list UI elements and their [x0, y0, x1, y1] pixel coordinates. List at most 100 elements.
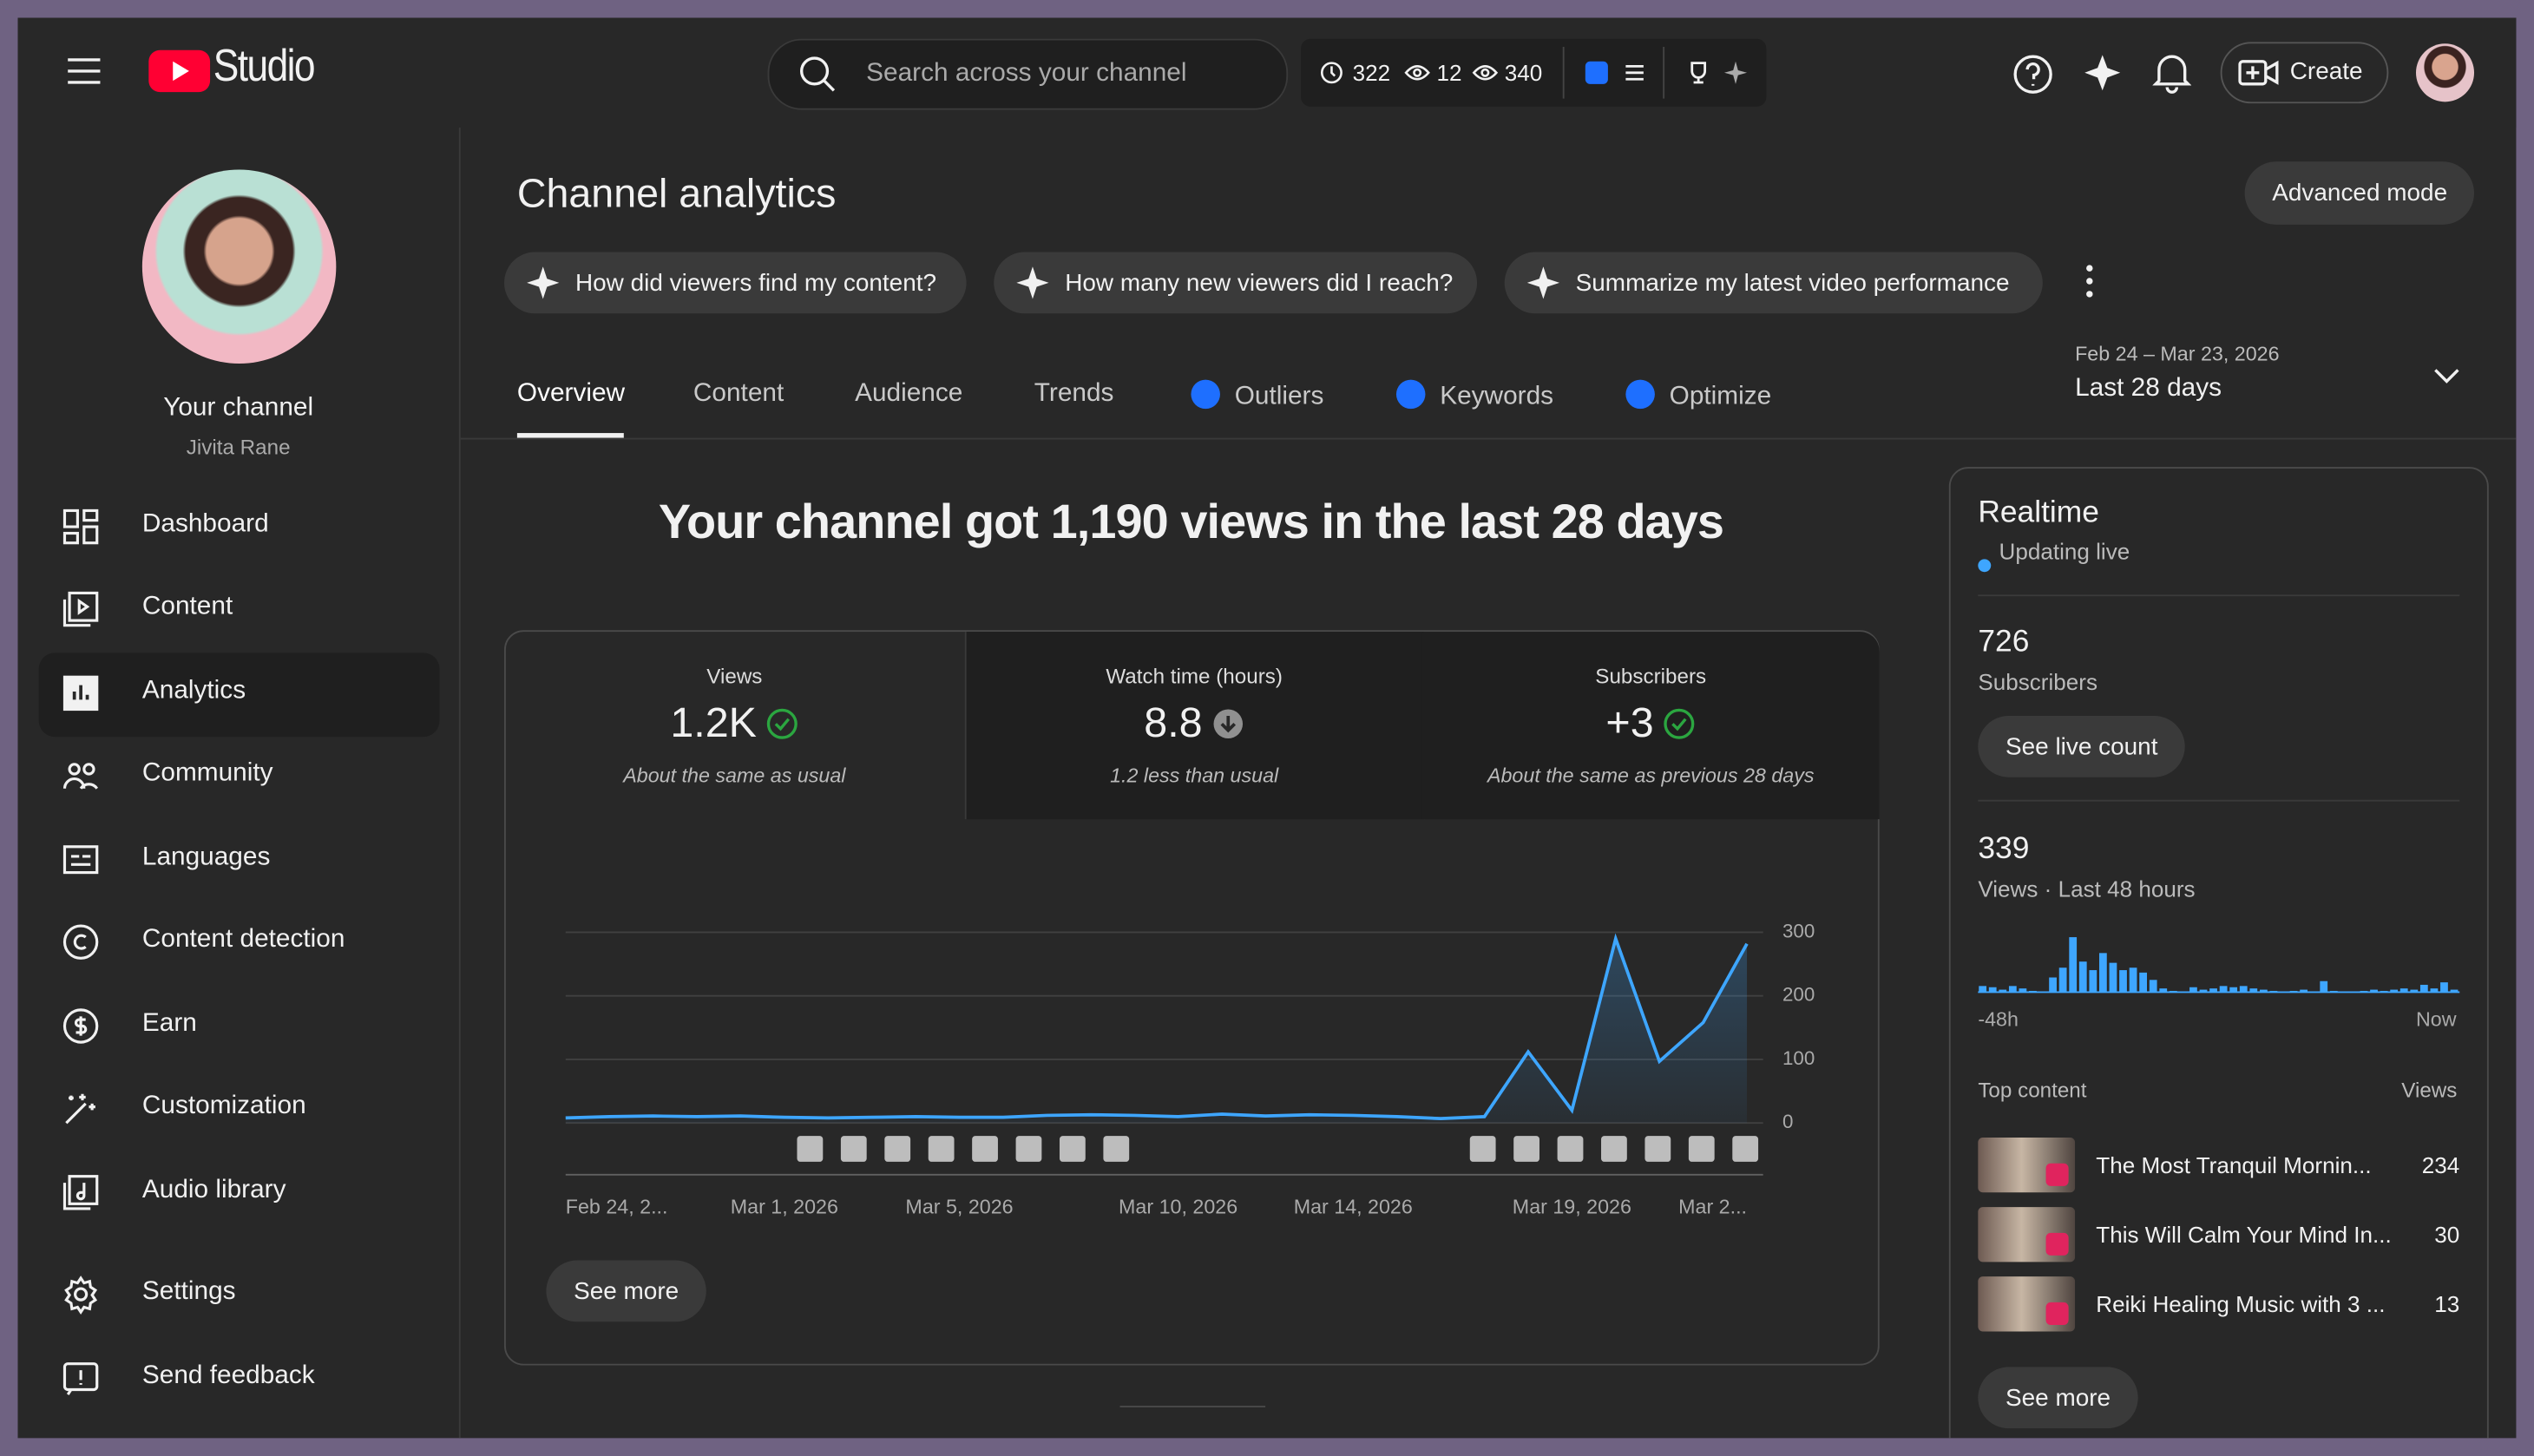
notifications-icon[interactable] [2152, 52, 2192, 94]
icon-part [62, 598, 91, 627]
iq-badge [1625, 379, 1655, 410]
eye-icon [1472, 65, 1499, 81]
hist-bar [2069, 937, 2078, 993]
account-avatar[interactable] [2415, 43, 2475, 102]
icon-part: +3 [1422, 698, 1880, 748]
top-content-row[interactable]: Reiki Healing Music with 3 ... 13 [1978, 1276, 2459, 1335]
suggestion-chip[interactable]: Summarize my latest video performance [1504, 252, 2043, 314]
nav-icon [62, 763, 99, 790]
tab[interactable]: Trends [1034, 380, 1114, 410]
metric-note: 1.2 less than usual [1110, 764, 1279, 787]
channel-avatar[interactable] [141, 169, 337, 364]
metric-note: About the same as previous 28 days [1487, 764, 1815, 787]
clock-icon [1320, 62, 1342, 84]
advanced-mode-button[interactable]: Advanced mode [2244, 161, 2475, 225]
x-tick-label: Mar 14, 2026 [1294, 1196, 1413, 1218]
subscriber-label: Subscribers [1978, 668, 2097, 695]
icon-part [775, 718, 791, 731]
icon-part [527, 266, 560, 299]
x-tick-label: Mar 10, 2026 [1119, 1196, 1237, 1218]
top-content-row[interactable]: This Will Calm Your Mind In... 30 [1978, 1207, 2459, 1265]
nav-label: Audio library [141, 1176, 286, 1204]
tab[interactable]: Audience [855, 380, 962, 410]
nav-icon [62, 845, 99, 875]
tab-label: Optimize [1669, 383, 1772, 410]
icon-part [62, 845, 99, 875]
tab[interactable]: Optimize [1625, 379, 1772, 412]
tab[interactable]: Content [693, 380, 784, 410]
nav-item[interactable]: Audio library [39, 1152, 440, 1236]
nav-item[interactable]: Content detection [39, 902, 440, 986]
date-range[interactable]: Feb 24 – Mar 23, 2026 [2075, 342, 2280, 365]
hist-bar [1999, 989, 2007, 993]
sparkle-icon [1723, 61, 1748, 84]
nav-icon [62, 508, 99, 545]
see-live-count-button[interactable]: See live count [1978, 715, 2186, 777]
nav-item[interactable]: Community [39, 735, 440, 819]
video-marker [884, 1136, 911, 1162]
button-label: See live count [2005, 732, 2158, 761]
hist-bar [2058, 967, 2067, 993]
chevron-down[interactable] [2432, 367, 2462, 386]
icon-part [70, 855, 91, 866]
video-marker [1644, 1136, 1671, 1162]
menu-icon[interactable] [66, 56, 102, 86]
nav-item[interactable]: Earn [39, 986, 440, 1070]
logo-icon[interactable] [147, 49, 211, 94]
hist-bar [2219, 986, 2228, 993]
metric-tile[interactable]: Subscribers +3 About the same as previous … [1421, 632, 1880, 820]
nav-item[interactable]: Settings [39, 1254, 440, 1338]
nav-label: Analytics [141, 677, 246, 705]
metric-tile[interactable]: Watch time (hours) 8.8 1.2 less than usual [963, 632, 1425, 820]
nav-icon [62, 1362, 99, 1395]
nav-label: Send feedback [141, 1361, 315, 1390]
video-marker [1469, 1136, 1496, 1162]
nav-item[interactable]: Send feedback [39, 1338, 440, 1422]
create-button[interactable]: Create [2220, 42, 2389, 104]
stats-bar[interactable]: 322 12 340 [1301, 38, 1767, 107]
metric-value: 1.2K [670, 698, 757, 747]
logo-text[interactable]: Studio [213, 40, 316, 91]
video-marker [1513, 1136, 1539, 1162]
nav-label: Content detection [141, 926, 345, 954]
nav-item[interactable]: Dashboard [39, 487, 440, 571]
x-tick-label: Mar 1, 2026 [731, 1196, 838, 1218]
tab-label: Trends [1034, 379, 1114, 408]
hist-bar [2159, 988, 2168, 993]
nav-item[interactable]: Analytics [38, 653, 440, 738]
list-icon [1625, 64, 1644, 81]
x-tick-label: Mar 19, 2026 [1513, 1196, 1631, 1218]
tab[interactable]: Outliers [1191, 379, 1323, 412]
trophy-icon [1690, 62, 1707, 84]
tab-label: Audience [855, 379, 963, 408]
nav-item[interactable]: Languages [39, 819, 440, 903]
period[interactable]: Last 28 days [2075, 375, 2222, 403]
realtime-see-more[interactable]: See more [1978, 1367, 2138, 1429]
tab[interactable]: Keywords [1395, 379, 1553, 412]
metric-label: Subscribers [1595, 664, 1707, 689]
hist-bar [2410, 989, 2419, 993]
top-content-row[interactable]: The Most Tranquil Mornin... 234 [1978, 1137, 2459, 1196]
suggestion-chip[interactable]: How did viewers find my content? [504, 252, 967, 314]
see-more-button[interactable]: See more [546, 1260, 706, 1322]
hist-bar [2320, 981, 2328, 993]
nav-item[interactable]: Content [39, 568, 440, 653]
tab[interactable]: Overview [517, 380, 625, 410]
nav-icon [64, 1276, 98, 1315]
more-icon[interactable] [2083, 264, 2096, 299]
metric-tile[interactable]: Views 1.2K About the same as usual [506, 632, 963, 819]
suggestion-chip[interactable]: How many new viewers did I reach? [994, 252, 1478, 314]
button-label: See more [2005, 1383, 2111, 1412]
metric-value: 8.8 [1144, 698, 1203, 747]
x-tick-label: Mar 5, 2026 [905, 1196, 1013, 1218]
search-box[interactable]: Search across your channel [767, 38, 1289, 110]
nav-item[interactable]: Customization [39, 1068, 440, 1152]
line [565, 933, 1749, 1120]
icon-part [64, 1276, 98, 1315]
sparkle-button[interactable] [2083, 53, 2122, 92]
tab-indicator [516, 433, 624, 438]
help-icon[interactable] [2012, 53, 2053, 95]
hist-bar [2149, 980, 2157, 993]
eye-icon [1404, 65, 1430, 81]
